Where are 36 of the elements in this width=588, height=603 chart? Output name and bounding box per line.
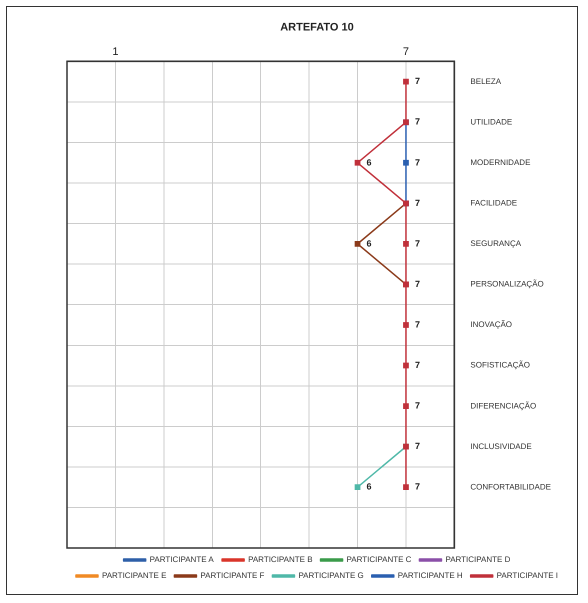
y-tick-label: UTILIDADE [470,117,512,126]
y-tick-label: CONFORTABILIDADE [470,482,552,492]
y-tick-label: DIFERENCIAÇÃO [470,400,536,410]
y-tick-label: INCLUSIVIDADE [470,442,532,451]
y-tick-label: SEGURANÇA [470,239,522,248]
data-label: 6 [366,157,372,168]
data-label: 7 [414,198,420,208]
data-label: 7 [414,157,420,168]
legend-label: PARTICIPANTE B [248,555,313,564]
data-label: 7 [414,76,420,86]
chart-title: ARTEFATO 10 [280,22,354,34]
y-tick-label: INOVAÇÃO [470,319,512,330]
y-tick-label: MODERNIDADE [470,158,530,167]
data-label: 7 [414,360,420,370]
data-label: 7 [414,441,420,452]
data-label: 7 [414,319,420,330]
x-tick-label: 1 [112,46,118,58]
legend-label: PARTICIPANTE A [150,555,214,564]
y-tick-label: PERSONALIZAÇÃO [470,278,544,289]
legend-label: PARTICIPANTE H [398,571,463,580]
legend-label: PARTICIPANTE I [496,571,558,580]
data-label: 6 [366,238,372,248]
legend-label: PARTICIPANTE D [445,555,511,564]
data-label: 7 [414,482,420,492]
y-tick-label: SOFISTICAÇÃO [470,360,530,370]
legend-label: PARTICIPANTE F [200,571,265,580]
data-label: 7 [414,400,420,411]
data-label: 7 [414,278,420,289]
data-label: 7 [414,116,420,127]
legend-label: PARTICIPANTE E [102,571,166,580]
data-label: 6 [366,482,372,492]
y-tick-label: BELEZA [470,76,502,86]
legend-label: PARTICIPANTE G [298,571,364,580]
data-label: 7 [414,238,420,248]
y-tick-label: FACILIDADE [470,198,518,208]
legend-label: PARTICIPANTE C [346,555,412,564]
